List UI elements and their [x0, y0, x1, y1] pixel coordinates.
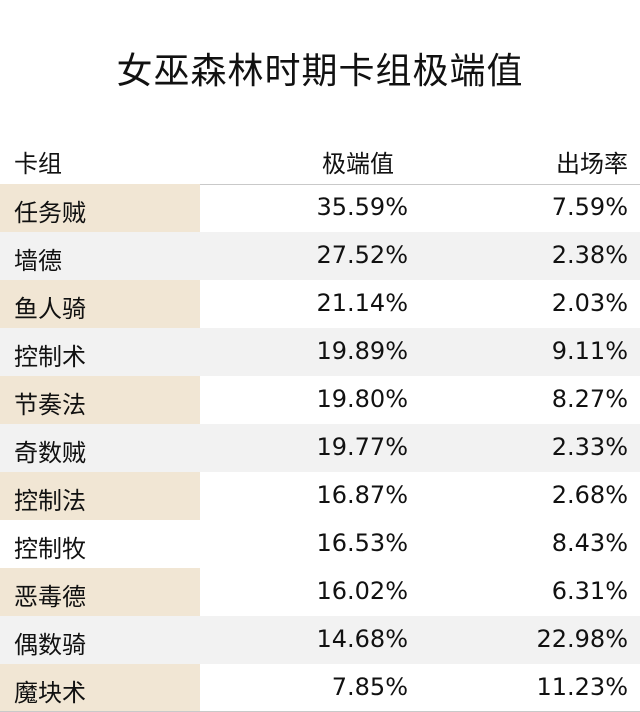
- rate-value: 2.38%: [551, 241, 628, 269]
- table-row: 奇数贼 19.77% 2.33%: [0, 424, 640, 472]
- table-row: 任务贼 35.59% 7.59%: [0, 184, 640, 232]
- extreme-value: 16.53%: [316, 529, 408, 557]
- table-row: 节奏法 19.80% 8.27%: [0, 376, 640, 424]
- deck-cell: [0, 472, 200, 520]
- extreme-value: 19.80%: [316, 385, 408, 413]
- deck-name: 控制术: [14, 343, 86, 371]
- deck-cell: [0, 568, 200, 616]
- rate-value: 7.59%: [551, 193, 628, 221]
- deck-name: 偶数骑: [14, 631, 86, 659]
- table-row: 鱼人骑 21.14% 2.03%: [0, 280, 640, 328]
- deck-name: 奇数贼: [14, 439, 86, 467]
- table-row: 控制术 19.89% 9.11%: [0, 328, 640, 376]
- deck-cell: [0, 280, 200, 328]
- deck-cell: [0, 664, 200, 712]
- rate-value: 22.98%: [536, 625, 628, 653]
- rate-value: 6.31%: [551, 577, 628, 605]
- table-row: 墙德 27.52% 2.38%: [0, 232, 640, 280]
- column-header-extreme: 极端值: [322, 150, 394, 178]
- deck-cell: [0, 376, 200, 424]
- table-row: 控制法 16.87% 2.68%: [0, 472, 640, 520]
- deck-cell: [0, 328, 200, 376]
- table-body: 任务贼 35.59% 7.59% 墙德 27.52% 2.38% 鱼人骑 21.…: [0, 184, 640, 712]
- extreme-value: 35.59%: [316, 193, 408, 221]
- extreme-value: 16.87%: [316, 481, 408, 509]
- table-row: 控制牧 16.53% 8.43%: [0, 520, 640, 568]
- rate-value: 11.23%: [536, 673, 628, 701]
- extreme-value: 27.52%: [316, 241, 408, 269]
- rate-value: 2.33%: [551, 433, 628, 461]
- table-row: 魔块术 7.85% 11.23%: [0, 664, 640, 712]
- extreme-value: 19.89%: [316, 337, 408, 365]
- deck-cell: [0, 616, 200, 664]
- deck-name: 控制法: [14, 487, 86, 515]
- deck-name: 魔块术: [14, 679, 86, 707]
- rate-value: 2.03%: [551, 289, 628, 317]
- extreme-value: 16.02%: [316, 577, 408, 605]
- deck-name: 恶毒德: [14, 583, 86, 611]
- column-header-deck: 卡组: [14, 150, 62, 178]
- extreme-value: 7.85%: [331, 673, 408, 701]
- column-header-rate: 出场率: [556, 150, 628, 178]
- deck-cell: [0, 424, 200, 472]
- deck-name: 任务贼: [14, 199, 86, 227]
- rate-value: 9.11%: [551, 337, 628, 365]
- extreme-value: 14.68%: [316, 625, 408, 653]
- deck-name: 节奏法: [14, 391, 86, 419]
- deck-name: 墙德: [14, 247, 62, 275]
- rate-value: 2.68%: [551, 481, 628, 509]
- deck-cell: [0, 184, 200, 232]
- table-row: 恶毒德 16.02% 6.31%: [0, 568, 640, 616]
- deck-name: 鱼人骑: [14, 295, 86, 323]
- deck-cell: [0, 232, 200, 280]
- table-header: 卡组 极端值 出场率: [0, 136, 640, 185]
- rate-value: 8.43%: [551, 529, 628, 557]
- extreme-value: 21.14%: [316, 289, 408, 317]
- table-row: 偶数骑 14.68% 22.98%: [0, 616, 640, 664]
- deck-name: 控制牧: [14, 535, 86, 563]
- extreme-value: 19.77%: [316, 433, 408, 461]
- rate-value: 8.27%: [551, 385, 628, 413]
- page-title: 女巫森林时期卡组极端值: [116, 51, 524, 92]
